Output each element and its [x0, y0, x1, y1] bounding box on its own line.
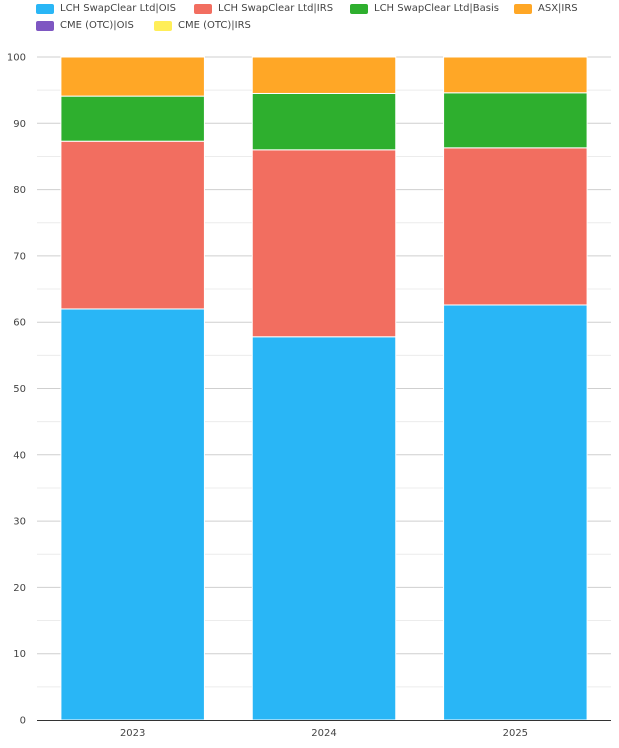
bar-segment [251, 56, 397, 94]
y-tick-label: 70 [13, 251, 26, 262]
bar-segment [443, 147, 588, 306]
legend-label: CME (OTC)|OIS [60, 20, 134, 31]
legend-item-lch-ois[interactable]: LCH SwapClear Ltd|OIS [36, 3, 176, 14]
bar-segment [251, 149, 397, 338]
legend-item-asx-irs[interactable]: ASX|IRS [514, 3, 578, 14]
legend-item-lch-basis[interactable]: LCH SwapClear Ltd|Basis [350, 3, 499, 14]
y-tick-label: 20 [13, 583, 26, 594]
legend-swatch [350, 3, 368, 14]
legend-item-cme-irs[interactable]: CME (OTC)|IRS [154, 20, 251, 31]
bar-segment [60, 308, 205, 721]
y-tick-label: 90 [13, 119, 26, 130]
legend-swatch [514, 3, 532, 14]
legend-label: LCH SwapClear Ltd|IRS [218, 3, 334, 14]
y-tick-label: 100 [7, 53, 26, 64]
bar-segment [443, 92, 588, 149]
legend-label: ASX|IRS [538, 3, 578, 14]
y-tick-label: 10 [13, 649, 26, 660]
x-tick-label: 2024 [311, 728, 336, 739]
y-axis: 0 10 20 30 40 50 60 70 80 90 100 [7, 53, 26, 727]
legend-swatch [194, 3, 212, 14]
legend-label: LCH SwapClear Ltd|Basis [374, 3, 499, 14]
legend-swatch [154, 20, 172, 31]
x-tick-label: 2023 [120, 728, 145, 739]
bar-segment [443, 56, 588, 94]
y-tick-label: 80 [13, 185, 26, 196]
bars [60, 56, 588, 721]
bar-segment [251, 92, 397, 151]
legend-label: LCH SwapClear Ltd|OIS [60, 3, 176, 14]
legend-swatch [36, 20, 54, 31]
x-axis: 2023 2024 2025 [37, 720, 611, 739]
bar-segment [60, 140, 205, 310]
legend-label: CME (OTC)|IRS [178, 20, 251, 31]
bar-segment [60, 95, 205, 142]
bar-segment [251, 336, 397, 721]
y-tick-label: 60 [13, 318, 26, 329]
x-tick-label: 2025 [503, 728, 528, 739]
legend-swatch [36, 3, 54, 14]
y-tick-label: 50 [13, 384, 26, 395]
y-tick-label: 40 [13, 450, 26, 461]
legend-item-lch-irs[interactable]: LCH SwapClear Ltd|IRS [194, 3, 333, 14]
bar-segment [60, 56, 205, 97]
y-tick-label: 30 [13, 517, 26, 528]
legend-item-cme-ois[interactable]: CME (OTC)|OIS [36, 20, 134, 31]
y-tick-label: 0 [20, 716, 26, 727]
bar-segment [443, 304, 588, 721]
